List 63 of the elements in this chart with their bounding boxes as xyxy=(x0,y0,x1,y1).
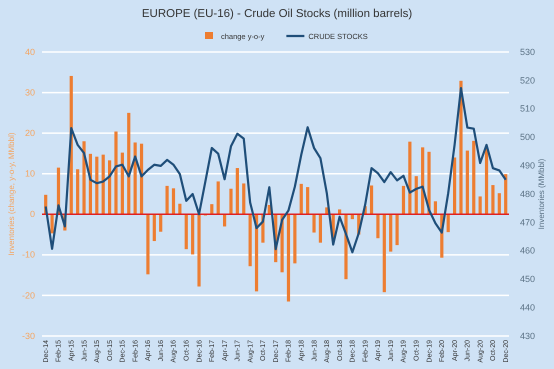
line-series xyxy=(44,86,507,254)
bar xyxy=(76,169,80,214)
y-tick-label: 40 xyxy=(24,46,35,57)
bar xyxy=(370,185,374,214)
bar xyxy=(197,214,201,287)
bar xyxy=(152,214,156,242)
bar xyxy=(318,214,322,243)
bar xyxy=(184,214,188,250)
y-tick-label: -20 xyxy=(22,290,35,300)
y-tick-label: 10 xyxy=(24,168,35,179)
y-axis-title: Inventories (change, y-o-y, MMbbl) xyxy=(7,132,16,256)
bar xyxy=(236,168,239,214)
y2-tick-label: 520 xyxy=(520,75,536,86)
y-tick-label: 30 xyxy=(24,87,35,98)
y2-axis-title: Inventories (MMbbl) xyxy=(537,158,546,230)
bar xyxy=(446,214,450,232)
bar xyxy=(498,193,501,214)
bar xyxy=(102,154,105,214)
bar xyxy=(491,185,495,214)
bar xyxy=(293,214,296,264)
bar xyxy=(159,214,162,232)
bar xyxy=(127,112,130,214)
bar xyxy=(286,214,290,302)
bar xyxy=(382,214,386,292)
bar xyxy=(312,214,316,233)
bar xyxy=(165,186,169,214)
bar xyxy=(472,140,476,214)
bar xyxy=(466,150,469,214)
bar xyxy=(210,204,214,214)
y2-tick-label: 530 xyxy=(520,46,536,57)
bar xyxy=(229,188,233,214)
bar xyxy=(402,186,406,214)
y2-tick-label: 470 xyxy=(520,217,536,228)
bar xyxy=(146,214,150,274)
y2-tick-label: 450 xyxy=(520,274,536,284)
bar xyxy=(191,214,194,254)
bar xyxy=(95,156,98,214)
bar xyxy=(306,187,310,214)
y2-tick-label: 430 xyxy=(520,330,536,341)
y-tick-label: -10 xyxy=(22,250,35,260)
y-tick-label: -30 xyxy=(22,330,35,341)
y2-tick-label: 500 xyxy=(520,132,536,142)
bar xyxy=(376,214,380,238)
y-tick-label: 0 xyxy=(30,209,35,220)
bar xyxy=(452,157,456,214)
bar xyxy=(389,214,392,252)
bar xyxy=(395,214,399,246)
bar xyxy=(504,174,508,214)
bar xyxy=(484,148,488,214)
bar xyxy=(248,214,252,266)
bar xyxy=(300,184,303,214)
y2-tick-label: 510 xyxy=(520,104,536,114)
y2-tick-label: 440 xyxy=(520,302,536,312)
bar xyxy=(242,183,246,214)
bar xyxy=(172,188,176,214)
chart-title: EUROPE (EU-16) - Crude Oil Stocks (million barrels) xyxy=(142,8,412,20)
bar xyxy=(50,214,54,234)
bar xyxy=(414,176,418,214)
y2-tick-label: 490 xyxy=(520,160,536,170)
bar xyxy=(216,181,220,214)
y2-tick-label: 460 xyxy=(520,246,536,256)
y-tick-label: 20 xyxy=(24,128,35,138)
y2-tick-label: 480 xyxy=(520,188,536,199)
